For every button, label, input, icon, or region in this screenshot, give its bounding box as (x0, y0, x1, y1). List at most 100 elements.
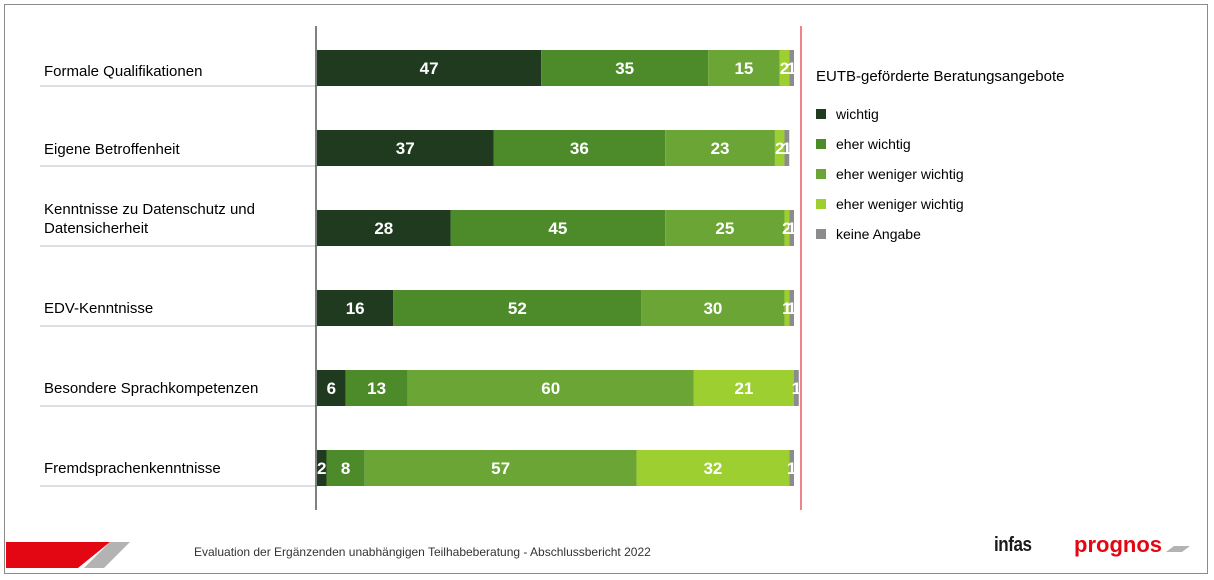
legend-label: wichtig (836, 106, 879, 122)
infas-logo: infas (994, 534, 1032, 556)
bar-segment (789, 290, 794, 326)
bar-group: 6 13 60 21 1 (317, 370, 801, 406)
footer-stripe-logo (6, 542, 1190, 568)
data-label: 21 (734, 379, 753, 398)
data-label: 45 (548, 219, 567, 238)
data-label: 8 (341, 459, 350, 478)
data-label: 15 (734, 59, 753, 78)
legend-swatch (816, 169, 826, 179)
legend-item: wichtig (816, 99, 1065, 129)
legend: EUTB-geförderte Beratungsangebote wichti… (816, 68, 1065, 249)
bar-segment (789, 50, 794, 86)
data-label: 1 (787, 219, 796, 238)
legend-label: keine Angabe (836, 226, 921, 242)
prognos-mark-shape (1166, 546, 1190, 552)
slide-frame (4, 4, 1208, 574)
data-label: 35 (615, 59, 634, 78)
data-label: 37 (396, 139, 415, 158)
bar-segment (641, 290, 785, 326)
data-label: 2 (782, 219, 791, 238)
footer-caption: Evaluation der Ergänzenden unabhängigen … (194, 545, 651, 559)
data-label: 52 (508, 299, 527, 318)
legend-swatch (816, 139, 826, 149)
bar-segment (784, 210, 790, 246)
bar-segment (774, 130, 785, 166)
bar-segment (317, 130, 494, 166)
legend-swatch (816, 229, 826, 239)
bar-group: 28 45 25 21 (317, 210, 796, 246)
bar-segment (794, 370, 799, 406)
category-label: Kenntnisse zu Datenschutz und Datensiche… (44, 201, 255, 237)
legend-swatch (816, 199, 826, 209)
bar-group: 37 36 23 21 (317, 130, 792, 166)
prognos-logo: prognos (1074, 532, 1162, 557)
bar-group: 47 35 15 21 (317, 50, 796, 86)
grey-stripe-shape (84, 542, 130, 568)
data-label: 28 (374, 219, 393, 238)
bar-segment (665, 130, 775, 166)
data-label: 32 (703, 459, 722, 478)
data-label: 2 (775, 139, 784, 158)
category-label: Formale Qualifikationen (44, 63, 203, 80)
bar-segment (326, 450, 365, 486)
bar-segment (317, 370, 346, 406)
bar-segment (779, 50, 790, 86)
bar-segment (450, 210, 666, 246)
data-label: 6 (327, 379, 336, 398)
bar-segment (317, 290, 394, 326)
bar-segment (317, 210, 451, 246)
bar-segment (317, 50, 542, 86)
bar-segment (364, 450, 637, 486)
bar-group: 2 8 57 32 1 (317, 450, 796, 486)
data-label: 16 (346, 299, 365, 318)
category-label: Eigene Betroffenheit (44, 141, 180, 158)
data-label: 36 (570, 139, 589, 158)
data-label: 1 (787, 59, 796, 78)
data-label: 2 (780, 59, 789, 78)
red-stripe-shape (6, 542, 110, 568)
legend-item: keine Angabe (816, 219, 1065, 249)
legend-title: EUTB-geförderte Beratungsangebote (816, 68, 1065, 85)
category-label: Besondere Sprachkompetenzen (44, 380, 259, 397)
data-label: 1 (792, 379, 801, 398)
bar-group: 16 52 30 11 (317, 290, 796, 326)
legend-label: eher weniger wichtig (836, 166, 964, 182)
data-label: 60 (541, 379, 560, 398)
bar-segment (317, 450, 327, 486)
legend-label: eher wichtig (836, 136, 911, 152)
bar-segment (789, 210, 794, 246)
bar-segment (407, 370, 694, 406)
category-label: EDV-Kenntnisse (44, 300, 154, 317)
data-label: 1 (782, 299, 791, 318)
bar-segment (636, 450, 790, 486)
legend-swatch (816, 109, 826, 119)
bar-segment (784, 130, 790, 166)
data-label: 13 (367, 379, 386, 398)
legend-item: eher weniger wichtig (816, 159, 1065, 189)
bar-segment (345, 370, 408, 406)
data-label: 25 (715, 219, 734, 238)
data-label: 1 (787, 459, 796, 478)
data-label: 47 (420, 59, 439, 78)
bar-segment (493, 130, 666, 166)
data-label: 1 (787, 299, 796, 318)
legend-item: eher wichtig (816, 129, 1065, 159)
bar-segment (708, 50, 780, 86)
data-label: 2 (317, 459, 326, 478)
data-label: 57 (491, 459, 510, 478)
bar-segment (393, 290, 642, 326)
bar-segment (665, 210, 785, 246)
legend-label: eher weniger wichtig (836, 196, 964, 212)
data-label: 30 (703, 299, 722, 318)
data-label: 1 (782, 139, 791, 158)
bar-segment (784, 290, 790, 326)
category-label: Fremdsprachenkenntnisse (44, 460, 221, 477)
bar-segment (789, 450, 794, 486)
category-separators (40, 85, 316, 487)
data-label: 23 (711, 139, 730, 158)
legend-item: eher weniger wichtig (816, 189, 1065, 219)
bar-segment (693, 370, 794, 406)
bar-segment (541, 50, 709, 86)
